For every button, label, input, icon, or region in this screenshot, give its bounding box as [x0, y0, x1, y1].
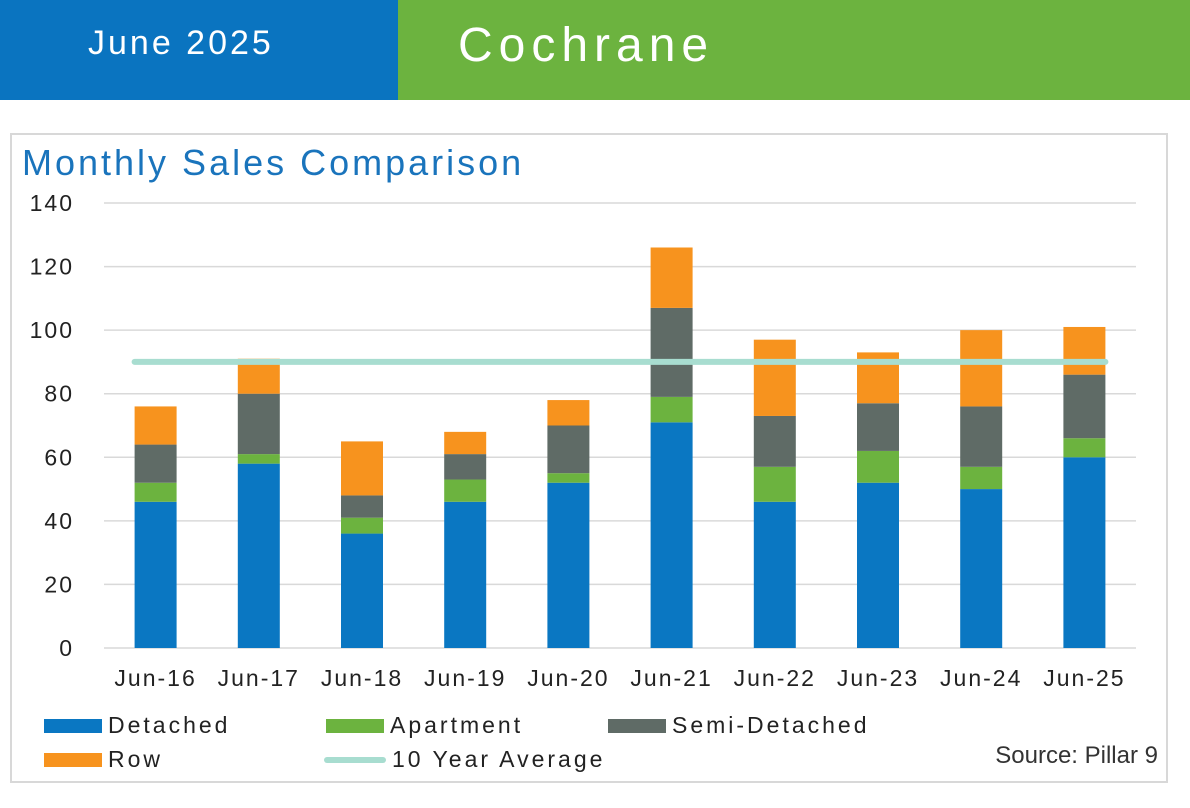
bar-segment	[444, 501, 487, 648]
header-date-band: June 2025	[0, 0, 398, 100]
bar-segment	[1063, 438, 1106, 458]
report-date: June 2025	[88, 24, 274, 62]
bar-segment	[134, 482, 177, 502]
chart-title: Monthly Sales Comparison	[22, 142, 525, 183]
x-tick-label: Jun-21	[630, 665, 712, 691]
bar-segment	[753, 466, 796, 502]
bar-segment	[960, 466, 1003, 490]
x-tick-label: Jun-17	[218, 665, 300, 691]
source-note: Source: Pillar 9	[995, 742, 1158, 769]
y-tick-label: 120	[30, 254, 74, 280]
bar-segment	[341, 517, 383, 534]
y-tick-label: 140	[30, 190, 74, 216]
bar-segment	[341, 533, 383, 648]
x-tick-label: Jun-20	[527, 665, 609, 691]
bar-segment	[237, 463, 280, 648]
bar-segment	[547, 400, 590, 426]
bar-segment	[753, 501, 796, 648]
bar-segment	[1063, 374, 1106, 439]
bar-segment	[1063, 457, 1106, 648]
bar-segment	[650, 307, 693, 397]
bar-segment	[444, 479, 487, 502]
bar-segment	[134, 406, 177, 445]
bar-segment	[857, 403, 899, 451]
bar-segment	[960, 489, 1003, 648]
bar-segment	[650, 396, 693, 423]
city-name: Cochrane	[458, 19, 715, 72]
x-tick-label: Jun-23	[837, 665, 919, 691]
bar-segment	[547, 473, 590, 483]
bar-segment	[547, 425, 590, 474]
y-tick-label: 0	[59, 635, 74, 661]
bar-segment	[650, 422, 693, 648]
bar-segment	[1063, 326, 1106, 375]
bar-segment	[444, 431, 487, 455]
x-tick-label: Jun-18	[321, 665, 403, 691]
bar-segment	[547, 482, 590, 648]
x-tick-label: Jun-19	[424, 665, 506, 691]
bar-segment	[134, 501, 177, 648]
y-tick-label: 60	[44, 444, 74, 470]
bar-segment	[857, 482, 899, 648]
bar-segment	[753, 339, 796, 416]
bar-segment	[753, 415, 796, 467]
header-city-band: Cochrane	[398, 0, 1190, 100]
y-tick-label: 20	[44, 571, 74, 597]
x-tick-label: Jun-22	[734, 665, 816, 691]
x-tick-label: Jun-16	[114, 665, 196, 691]
chart-panel	[10, 133, 1168, 783]
bar-segment	[341, 441, 383, 496]
y-tick-label: 100	[30, 317, 74, 343]
bar-segment	[650, 247, 693, 308]
bar-segment	[341, 495, 383, 518]
bar-segment	[134, 444, 177, 483]
bar-segment	[237, 393, 280, 455]
y-tick-label: 40	[44, 508, 74, 534]
bar-segment	[237, 454, 280, 464]
bar-segment	[444, 454, 487, 480]
bar-segment	[960, 406, 1003, 467]
x-tick-label: Jun-25	[1043, 665, 1125, 691]
y-tick-label: 80	[44, 381, 74, 407]
x-tick-label: Jun-24	[940, 665, 1022, 691]
bar-segment	[960, 330, 1003, 407]
bar-segment	[857, 450, 899, 483]
